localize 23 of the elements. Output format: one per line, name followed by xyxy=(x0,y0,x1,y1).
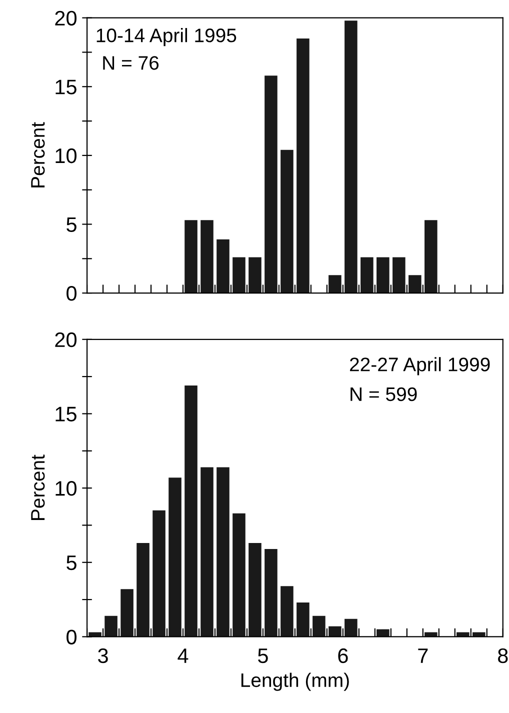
y-axis-title: Percent xyxy=(31,454,45,520)
y-tick-label: 0 xyxy=(66,286,77,301)
annotation: N = 76 xyxy=(103,56,159,70)
x-axis-title: Length (mm) xyxy=(241,672,349,691)
x-tick-label: 3 xyxy=(98,648,108,664)
y-tick-label: 20 xyxy=(55,10,77,26)
y-tick-label: 15 xyxy=(56,406,76,422)
annotation: N = 599 xyxy=(350,387,417,402)
y-axis-title: Percent xyxy=(31,122,45,188)
y-tick-label: 5 xyxy=(66,217,76,232)
x-tick-label: 5 xyxy=(258,648,268,664)
x-tick-label: 7 xyxy=(418,648,428,663)
annotation: 10-14 April 1995 xyxy=(96,28,236,46)
y-tick-label: 0 xyxy=(66,630,77,644)
y-tick-label: 10 xyxy=(56,148,77,164)
y-tick-label: 20 xyxy=(55,332,77,348)
y-tick-label: 10 xyxy=(56,481,77,496)
y-tick-label: 5 xyxy=(66,556,76,570)
x-tick-label: 4 xyxy=(178,648,188,663)
y-tick-label: 15 xyxy=(56,80,76,94)
x-tick-label: 8 xyxy=(498,648,508,664)
annotation: 22-27 April 1999 xyxy=(350,357,490,376)
x-tick-label: 6 xyxy=(338,648,348,664)
